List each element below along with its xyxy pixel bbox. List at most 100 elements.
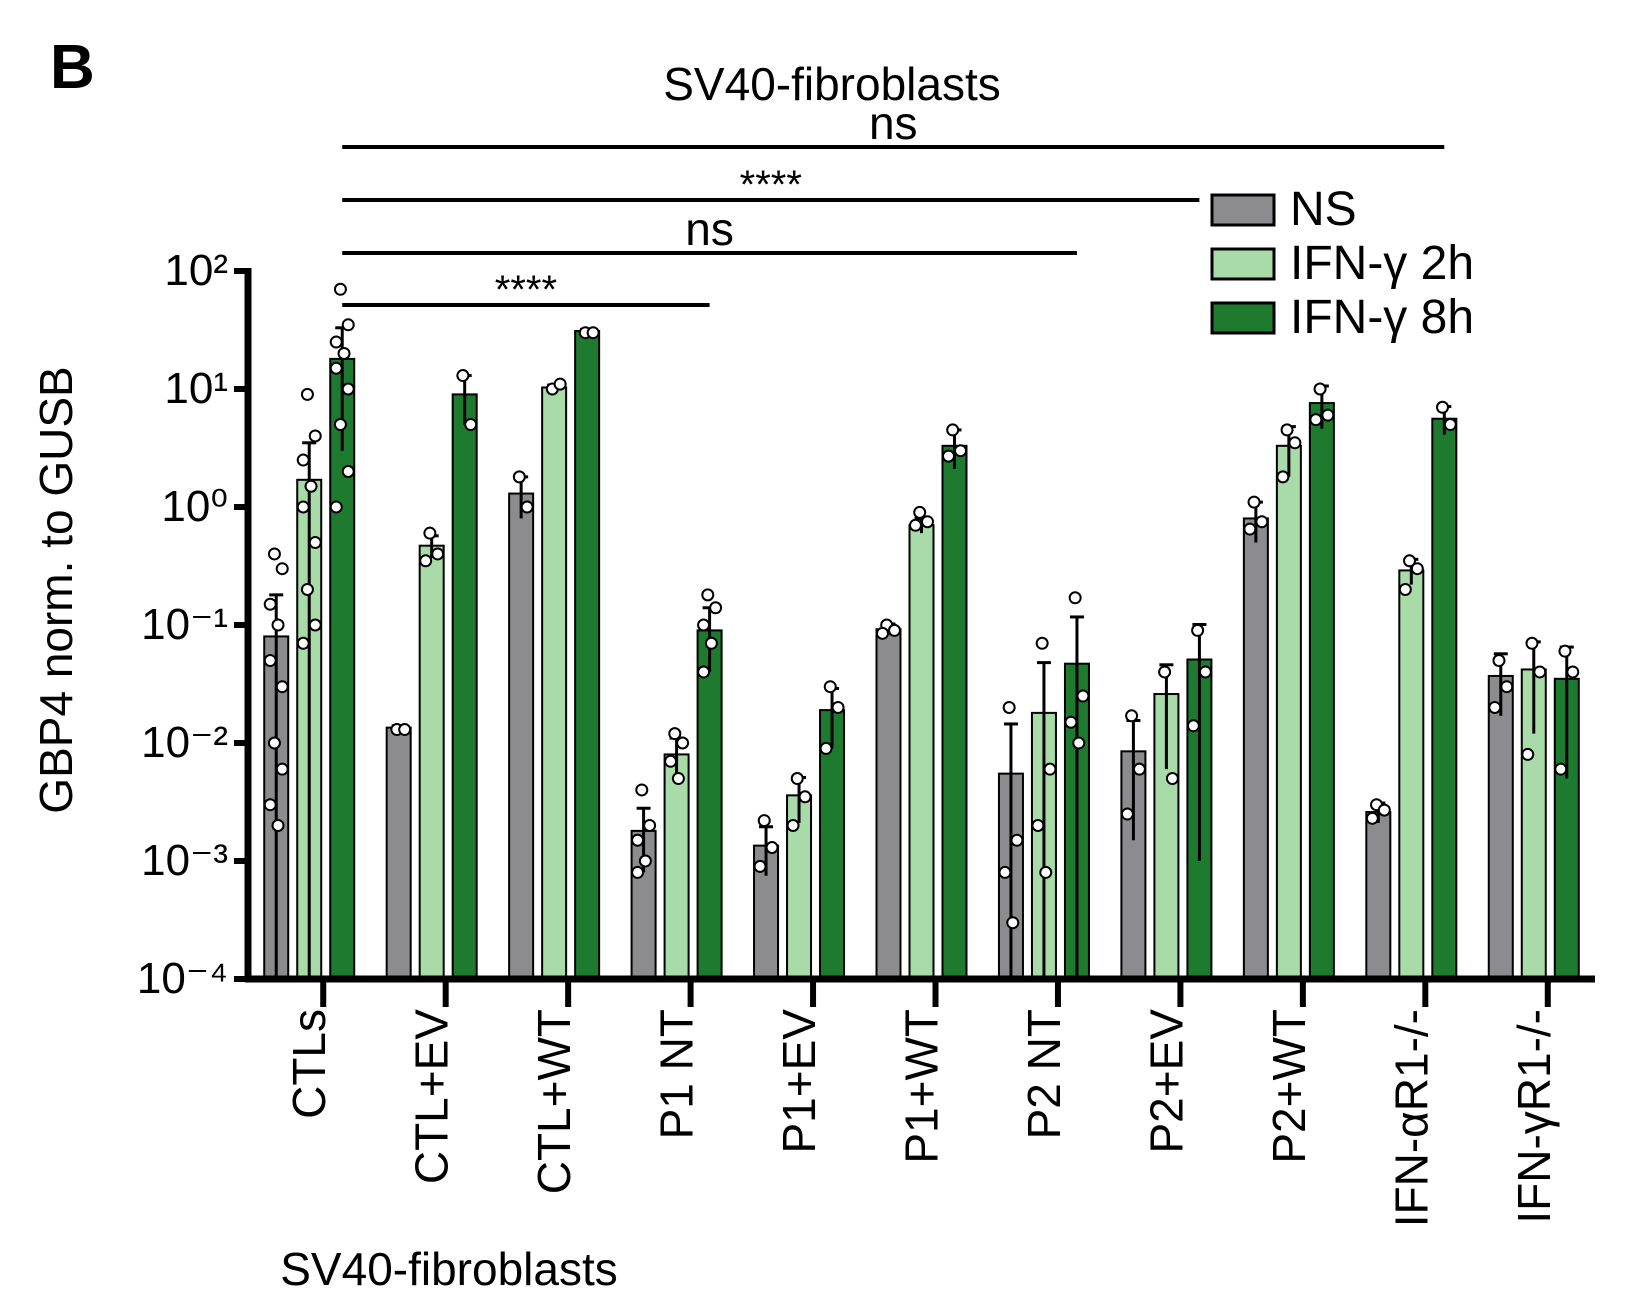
- data-point: [819, 741, 833, 755]
- data-point: [267, 547, 281, 561]
- bar: [1398, 569, 1425, 980]
- x-tick-label: P2 NT: [1018, 1009, 1070, 1139]
- y-tick-label: 10⁻¹: [141, 600, 228, 649]
- y-tick-label: 10⁻³: [141, 836, 228, 885]
- bar: [1275, 444, 1302, 980]
- legend-swatch: [1210, 193, 1276, 227]
- data-point: [275, 562, 289, 576]
- data-point: [1500, 680, 1514, 694]
- x-tick-label: P1+WT: [896, 1009, 948, 1164]
- data-point: [337, 346, 351, 360]
- y-tick-label: 10⁻⁴: [137, 954, 228, 1003]
- x-tick-label: IFN-αR1-/-: [1385, 1009, 1437, 1227]
- data-point: [1521, 747, 1535, 761]
- x-axis-label: SV40-fibroblasts: [280, 1243, 618, 1290]
- data-point: [876, 626, 889, 640]
- data-point: [263, 798, 277, 812]
- data-point: [954, 444, 967, 458]
- data-point: [296, 636, 310, 650]
- data-point: [1006, 916, 1020, 930]
- legend-label: NS: [1290, 183, 1357, 236]
- data-point: [1031, 818, 1045, 832]
- y-tick-label: 10⁰: [161, 482, 228, 531]
- data-point: [419, 554, 433, 568]
- bar: [418, 544, 445, 980]
- data-point: [333, 282, 347, 296]
- x-tick-label: CTLs: [283, 1009, 335, 1119]
- data-point: [333, 418, 347, 432]
- bar: [1431, 417, 1458, 980]
- data-point: [1125, 709, 1139, 723]
- data-point: [1321, 408, 1335, 422]
- bar: [875, 628, 902, 980]
- panel-label: B: [50, 33, 95, 102]
- bar: [508, 492, 535, 980]
- data-point: [275, 680, 289, 694]
- data-point: [1443, 418, 1457, 432]
- data-point: [304, 479, 318, 493]
- comparison-label: ns: [685, 203, 734, 255]
- data-point: [709, 601, 723, 615]
- data-point: [1120, 807, 1134, 821]
- data-point: [296, 500, 310, 514]
- data-point: [921, 515, 934, 529]
- data-point: [296, 453, 310, 467]
- chart-title: SV40-fibroblasts: [663, 58, 1001, 110]
- data-point: [300, 387, 314, 401]
- comparison-label: ****: [495, 268, 557, 312]
- data-point: [668, 727, 682, 741]
- data-point: [664, 754, 678, 768]
- y-tick-label: 10²: [164, 246, 228, 295]
- data-point: [520, 500, 534, 514]
- data-point: [1403, 554, 1417, 568]
- data-point: [1558, 644, 1572, 658]
- data-point: [1191, 623, 1205, 637]
- data-point: [1492, 654, 1506, 668]
- data-point: [1039, 865, 1053, 879]
- y-tick-label: 10¹: [164, 364, 228, 413]
- x-tick-label: P2+WT: [1263, 1009, 1315, 1164]
- data-point: [1288, 436, 1302, 450]
- data-point: [1158, 665, 1172, 679]
- data-point: [275, 762, 289, 776]
- data-point: [913, 505, 927, 519]
- bar: [329, 357, 356, 980]
- data-point: [1064, 715, 1078, 729]
- bar: [1487, 674, 1514, 980]
- data-point: [638, 854, 652, 868]
- data-point: [431, 547, 445, 561]
- bar: [941, 444, 968, 980]
- data-point: [423, 526, 437, 540]
- x-tick-label: CTL+EV: [406, 1009, 458, 1184]
- data-point: [1365, 811, 1379, 825]
- data-point: [398, 723, 412, 737]
- data-point: [676, 736, 690, 750]
- data-point: [1313, 382, 1327, 396]
- data-point: [1309, 413, 1323, 427]
- bar: [1242, 517, 1269, 980]
- data-point: [1165, 772, 1179, 786]
- comparison-label: ****: [740, 163, 802, 207]
- data-point: [1186, 719, 1200, 733]
- data-point: [456, 369, 470, 383]
- data-point: [263, 654, 277, 668]
- data-point: [1072, 736, 1086, 750]
- bar: [1365, 811, 1392, 980]
- data-point: [697, 618, 711, 632]
- data-point: [1043, 762, 1057, 776]
- bar: [1308, 402, 1335, 980]
- data-point: [271, 618, 285, 632]
- data-point: [757, 814, 771, 828]
- bar: [908, 524, 935, 980]
- data-point: [1255, 515, 1269, 529]
- data-point: [765, 841, 779, 855]
- data-point: [308, 429, 322, 443]
- data-point: [1076, 689, 1090, 703]
- data-point: [753, 859, 767, 873]
- data-point: [1566, 665, 1580, 679]
- bar: [663, 753, 690, 980]
- data-point: [329, 335, 343, 349]
- data-point: [790, 772, 804, 786]
- data-point: [643, 818, 657, 832]
- x-tick-label: IFN-γR1-/-: [1508, 1009, 1560, 1224]
